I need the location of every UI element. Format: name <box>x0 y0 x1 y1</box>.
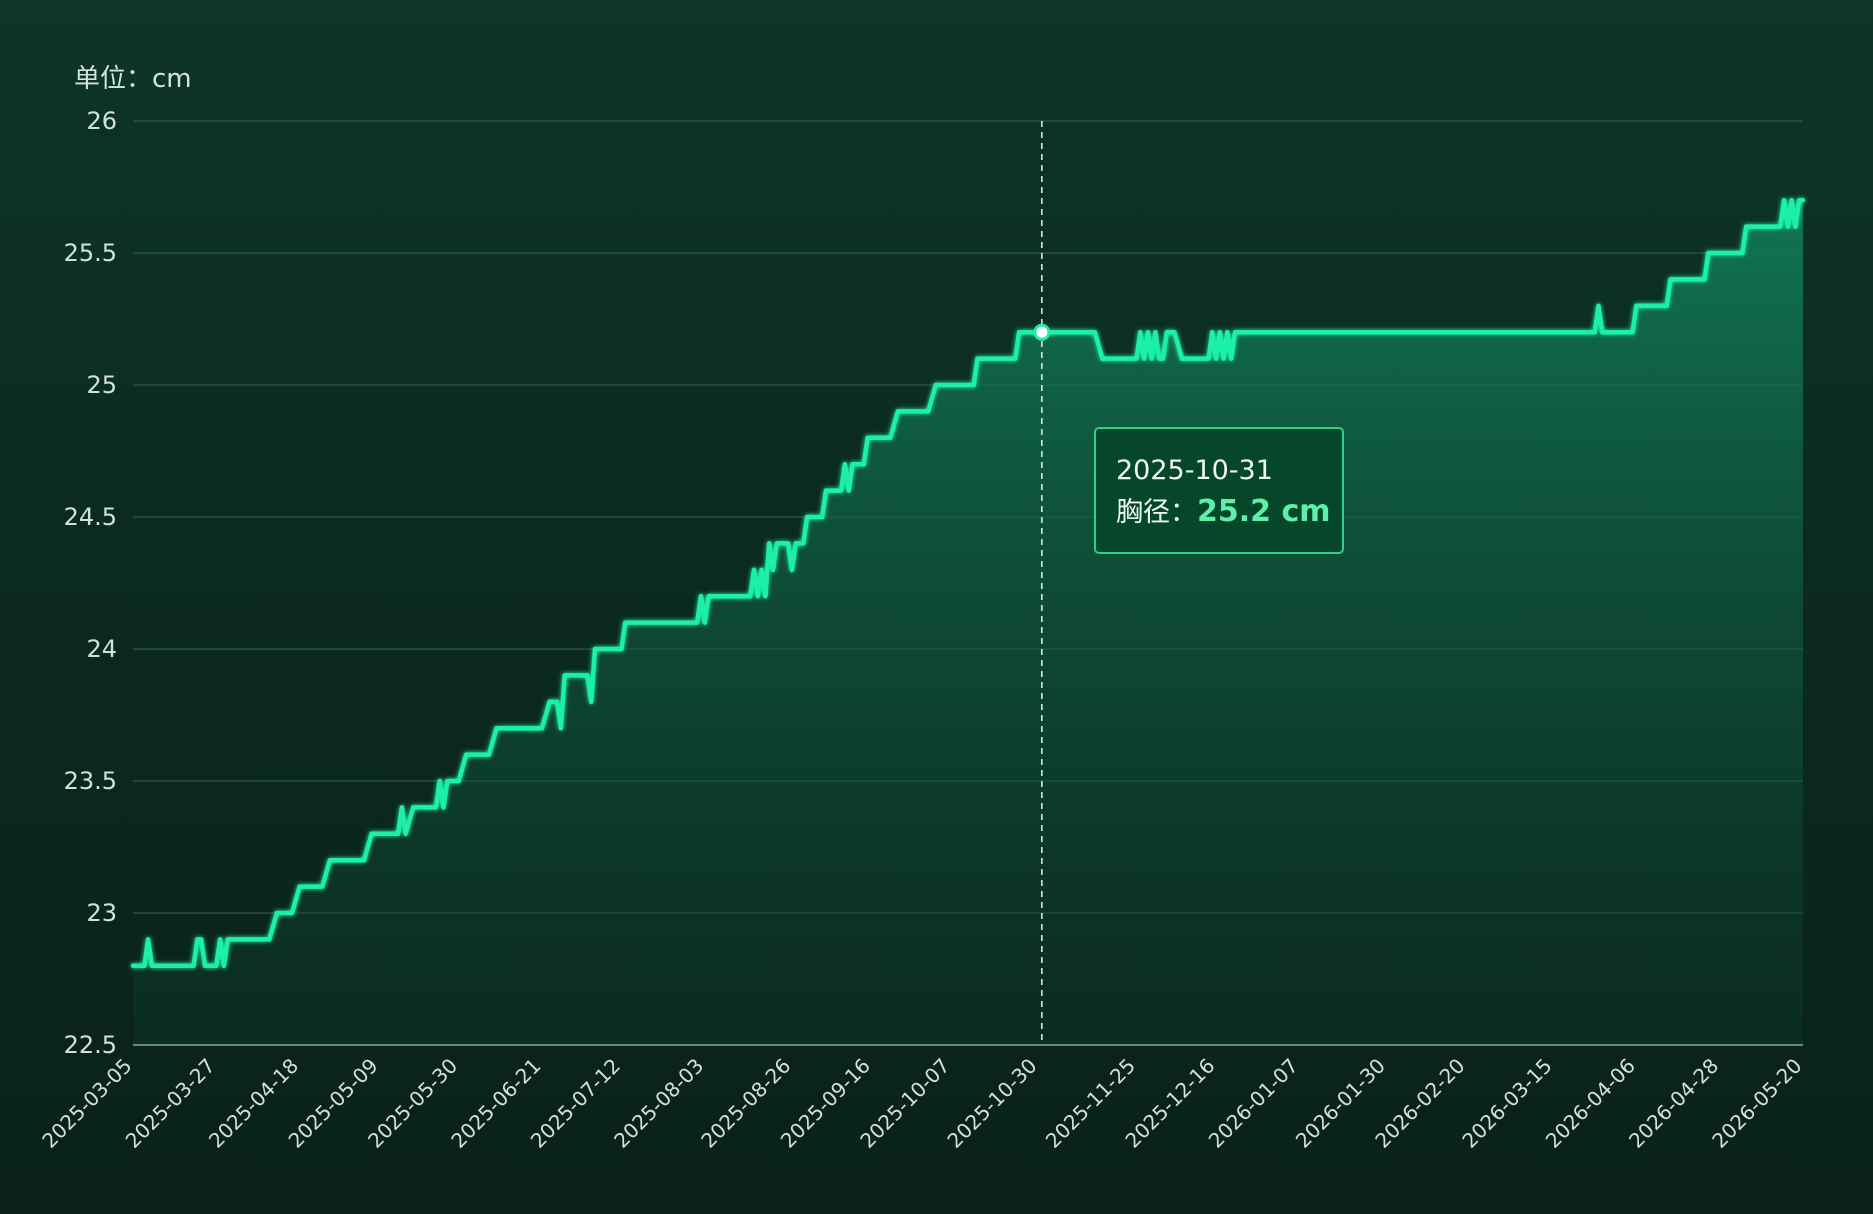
highlight-point <box>1033 323 1051 341</box>
series-area <box>133 200 1803 1045</box>
y-tick-label: 24.5 <box>64 503 117 531</box>
y-unit-label: 单位：cm <box>74 64 192 94</box>
y-tick-label: 26 <box>86 107 117 135</box>
x-tick-label: 2026-01-07 <box>1204 1054 1303 1153</box>
line-layer <box>130 197 1806 969</box>
y-tick-label: 24 <box>86 635 117 663</box>
y-tick-label: 23 <box>86 899 117 927</box>
y-tick-label: 25 <box>86 371 117 399</box>
chart-tooltip: 2025-10-31 胸径：25.2 cm <box>1094 427 1344 554</box>
tooltip-row: 胸径：25.2 cm <box>1116 489 1331 536</box>
area-layer <box>133 200 1803 1045</box>
tooltip-date: 2025-10-31 <box>1116 455 1273 486</box>
tooltip-value: 25.2 cm <box>1197 494 1331 529</box>
x-tick-label: 2025-10-30 <box>942 1054 1041 1153</box>
y-tick-label: 23.5 <box>64 767 117 795</box>
x-tick-label: 2025-08-03 <box>609 1054 708 1153</box>
y-axis-ticks: 22.5 23 23.5 24 24.5 25 25.5 26 <box>64 107 117 1059</box>
x-tick-label: 2026-05-20 <box>1707 1054 1806 1153</box>
y-tick-label: 25.5 <box>64 239 117 267</box>
series-line <box>130 197 1806 969</box>
y-tick-label: 22.5 <box>64 1031 117 1059</box>
x-axis-ticks: 2025-03-052025-03-272025-04-182025-05-09… <box>37 1054 1806 1153</box>
hover-cursor <box>1033 121 1051 1045</box>
tooltip-series-label: 胸径： <box>1116 497 1197 528</box>
